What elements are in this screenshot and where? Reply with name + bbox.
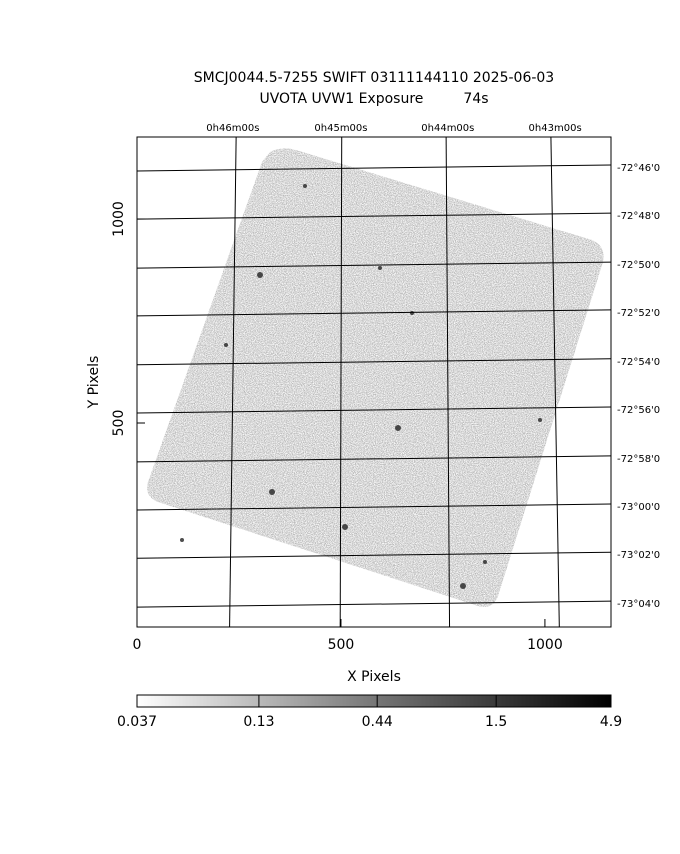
plot-frame bbox=[136, 136, 612, 628]
dec-grid-line bbox=[136, 164, 612, 172]
x-tick-label: 500 bbox=[328, 637, 355, 653]
right-tick-label: -72°54'0 bbox=[617, 357, 660, 368]
colorbar-tick-label: 0.44 bbox=[362, 714, 393, 730]
right-tick-label: -72°48'0 bbox=[617, 211, 660, 222]
x-tick-label: 1000 bbox=[527, 637, 563, 653]
exposure-image bbox=[147, 148, 604, 607]
dec-grid-line bbox=[136, 212, 612, 220]
colorbar-tick-label: 0.13 bbox=[243, 714, 274, 730]
y-tick-label: 500 bbox=[111, 410, 127, 437]
title-line: SMCJ0044.5-7255 SWIFT 03111144110 2025-0… bbox=[194, 70, 554, 86]
right-tick-label: -73°02'0 bbox=[617, 550, 660, 561]
colorbar-tick-label: 1.5 bbox=[485, 714, 507, 730]
ra-grid-line bbox=[445, 136, 451, 628]
right-tick-label: -72°52'0 bbox=[617, 308, 660, 319]
ra-grid-line bbox=[339, 136, 343, 628]
dec-grid-line bbox=[136, 309, 612, 317]
ra-grid-line bbox=[550, 136, 560, 628]
dec-grid-line bbox=[136, 261, 612, 269]
top-tick-label: 0h46m00s bbox=[206, 123, 259, 134]
right-tick-label: -73°00'0 bbox=[617, 502, 660, 513]
right-tick-label: -72°58'0 bbox=[617, 454, 660, 465]
dec-grid-line bbox=[136, 406, 612, 414]
x-tick-label: 0 bbox=[133, 637, 142, 653]
ra-grid-line bbox=[229, 136, 237, 628]
right-tick-label: -73°04'0 bbox=[617, 599, 660, 610]
right-tick-label: -72°56'0 bbox=[617, 405, 660, 416]
x-axis-label: X Pixels bbox=[347, 669, 401, 685]
right-tick-label: -72°46'0 bbox=[617, 163, 660, 174]
top-tick-label: 0h44m00s bbox=[421, 123, 474, 134]
dec-grid-line bbox=[136, 600, 612, 608]
y-tick-label: 1000 bbox=[111, 201, 127, 237]
dec-grid-line bbox=[136, 455, 612, 463]
top-tick-label: 0h45m00s bbox=[314, 123, 367, 134]
right-tick-label: -72°50'0 bbox=[617, 260, 660, 271]
dec-grid-line bbox=[136, 551, 612, 559]
colorbar bbox=[136, 694, 612, 708]
dec-grid-line bbox=[136, 358, 612, 366]
y-axis-label: Y Pixels bbox=[86, 356, 102, 410]
colorbar-tick-label: 0.037 bbox=[117, 714, 157, 730]
dec-grid-line bbox=[136, 503, 612, 511]
colorbar-tick-label: 4.9 bbox=[600, 714, 622, 730]
top-tick-label: 0h43m00s bbox=[529, 123, 582, 134]
title-line: UVOTA UVW1 Exposure 74s bbox=[259, 91, 488, 107]
